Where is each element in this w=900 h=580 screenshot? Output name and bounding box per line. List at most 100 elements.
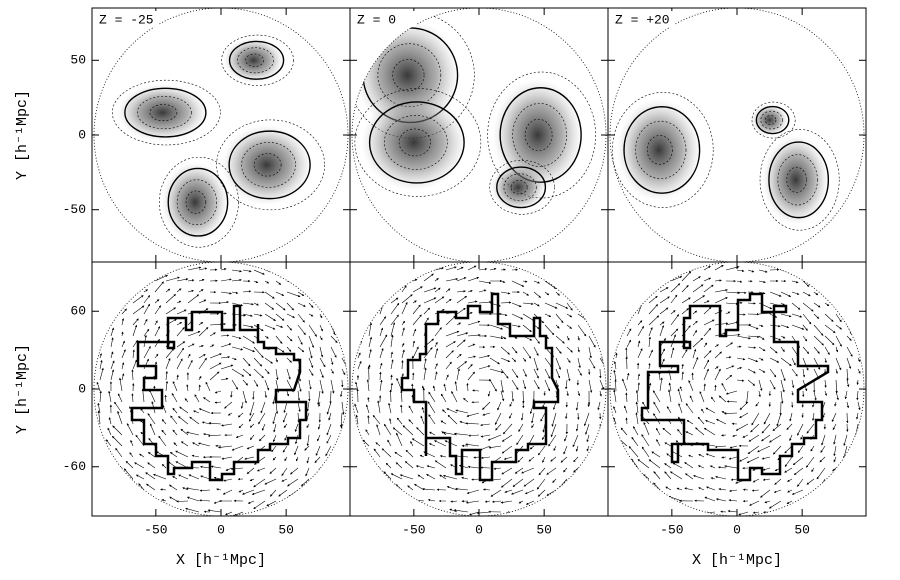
velocity-arrow: [692, 284, 704, 293]
contour: [487, 71, 596, 199]
velocity-arrow: [186, 496, 200, 502]
velocity-arrow: [811, 467, 815, 473]
density-blob: [762, 135, 829, 225]
velocity-arrow: [201, 421, 211, 425]
velocity-arrow: [222, 489, 233, 495]
velocity-arrow: [564, 434, 568, 442]
velocity-arrow: [264, 478, 277, 485]
velocity-arrow: [577, 335, 580, 341]
velocity-arrow: [368, 336, 373, 348]
velocity-arrow: [789, 434, 793, 442]
velocity-arrow: [714, 384, 717, 392]
velocity-arrow: [249, 423, 255, 428]
velocity-arrow: [701, 408, 705, 414]
velocity-arrow: [178, 474, 189, 480]
velocity-arrow: [253, 302, 259, 306]
velocity-arrow: [824, 291, 831, 295]
velocity-arrow: [835, 379, 838, 394]
velocity-arrow: [110, 308, 115, 315]
velocity-arrow: [423, 273, 434, 282]
velocity-arrow: [703, 306, 712, 315]
velocity-arrow: [546, 511, 557, 516]
velocity-arrow: [185, 487, 200, 491]
velocity-arrow: [533, 291, 541, 298]
velocity-arrow: [467, 371, 475, 381]
velocity-arrow: [555, 269, 564, 274]
velocity-arrow: [173, 442, 178, 447]
velocity-arrow: [813, 291, 819, 296]
velocity-arrow: [224, 401, 233, 409]
velocity-arrow: [121, 262, 130, 271]
velocity-arrow: [555, 335, 565, 344]
velocity-arrow: [244, 456, 255, 460]
velocity-arrow: [518, 423, 524, 432]
velocity-arrow: [370, 484, 381, 491]
velocity-arrow: [802, 302, 814, 312]
contour: [112, 79, 221, 146]
velocity-arrow: [584, 511, 590, 516]
velocity-arrow: [692, 348, 697, 359]
velocity-arrow: [384, 423, 392, 436]
velocity-arrow: [478, 289, 487, 293]
velocity-arrow: [319, 379, 324, 394]
velocity-arrow: [97, 438, 101, 447]
velocity-arrow: [121, 283, 133, 293]
velocity-arrow: [238, 489, 244, 493]
velocity-arrow: [692, 356, 699, 370]
velocity-arrow: [225, 467, 233, 471]
velocity-arrow: [132, 324, 138, 337]
velocity-arrow: [610, 470, 617, 480]
velocity-arrow: [478, 365, 491, 370]
velocity-arrow: [319, 335, 323, 341]
velocity-arrow: [479, 445, 491, 451]
velocity-arrow: [121, 318, 125, 326]
velocity-arrow: [816, 467, 826, 480]
velocity-arrow: [651, 503, 661, 513]
velocity-arrow: [353, 437, 359, 447]
velocity-arrow: [718, 488, 727, 491]
velocity-arrow: [220, 291, 232, 295]
velocity-arrow: [659, 275, 667, 282]
velocity-arrow: [725, 390, 738, 395]
velocity-arrow: [544, 313, 552, 317]
contour: [398, 128, 431, 157]
velocity-arrow: [458, 464, 469, 469]
panel-label: Z = 0: [357, 12, 396, 27]
velocity-arrow: [755, 401, 760, 407]
velocity-arrow: [132, 359, 138, 370]
velocity-arrow: [844, 390, 848, 400]
velocity-arrow: [588, 269, 593, 275]
velocity-arrow: [500, 280, 506, 283]
velocity-arrow: [841, 478, 848, 489]
velocity-arrow: [390, 374, 393, 381]
velocity-arrow: [176, 278, 189, 282]
velocity-arrow: [648, 327, 653, 337]
velocity-arrow: [368, 294, 373, 304]
x-tick-label: -50: [660, 522, 683, 537]
velocity-arrow: [330, 313, 342, 323]
velocity-arrow: [220, 278, 232, 282]
velocity-arrow: [456, 290, 466, 293]
velocity-arrow: [113, 492, 123, 502]
velocity-arrow: [132, 295, 144, 304]
velocity-arrow: [172, 429, 178, 436]
velocity-arrow: [758, 280, 766, 284]
velocity-arrow: [179, 406, 189, 414]
velocity-arrow: [698, 454, 705, 458]
velocity-arrow: [401, 327, 405, 337]
velocity-arrow: [208, 421, 222, 425]
velocity-arrow: [385, 462, 392, 469]
velocity-arrow: [341, 368, 346, 376]
velocity-arrow: [597, 401, 601, 411]
velocity-arrow: [633, 426, 639, 436]
velocity-arrow: [626, 328, 632, 337]
velocity-arrow: [653, 390, 661, 403]
velocity-arrow: [715, 475, 727, 480]
velocity-arrow: [96, 381, 101, 392]
velocity-arrow: [745, 390, 749, 405]
velocity-arrow: [714, 297, 728, 304]
velocity-arrow: [500, 301, 512, 304]
velocity-arrow: [637, 320, 643, 326]
velocity-arrow: [440, 393, 447, 403]
velocity-arrow: [198, 442, 211, 447]
